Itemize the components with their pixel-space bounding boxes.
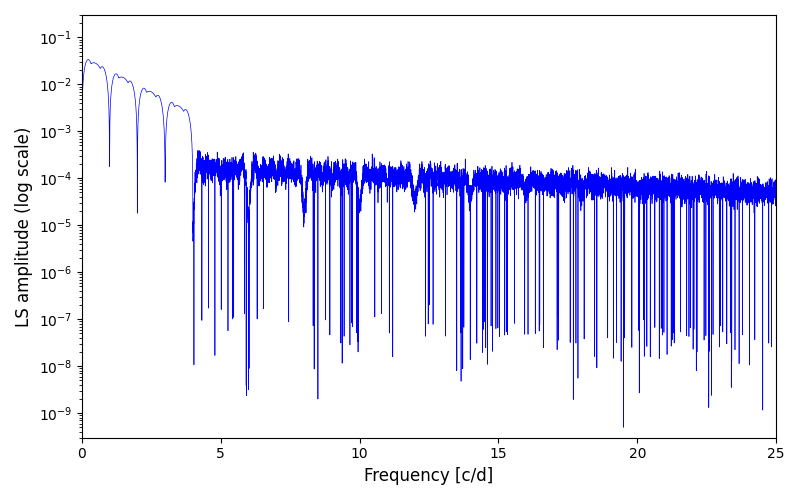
X-axis label: Frequency [c/d]: Frequency [c/d] bbox=[364, 467, 494, 485]
Y-axis label: LS amplitude (log scale): LS amplitude (log scale) bbox=[15, 126, 33, 326]
